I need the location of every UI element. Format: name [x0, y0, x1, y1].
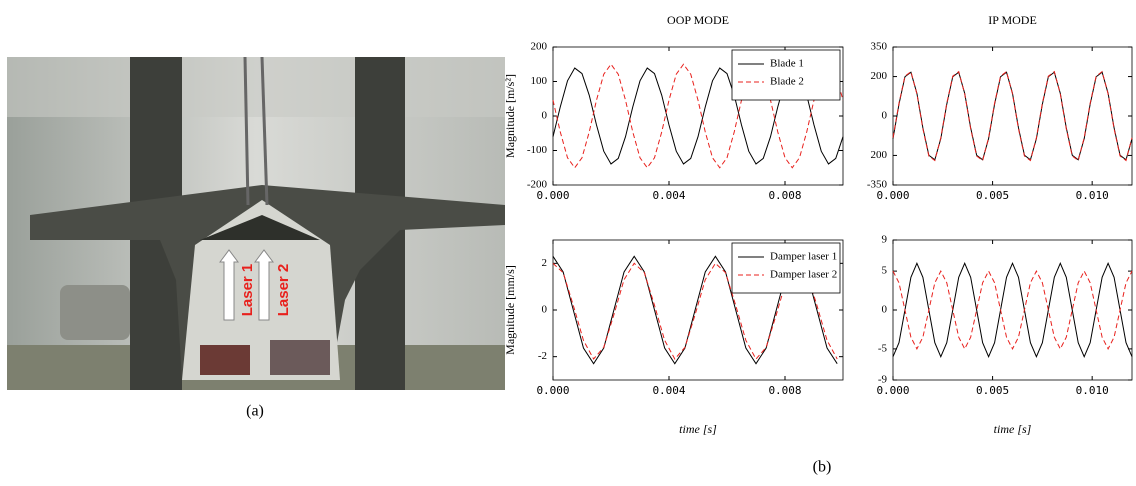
caption: (a)	[246, 403, 264, 420]
y-tick-label: 0	[882, 304, 888, 316]
y-axis-label: Magnitude [mm/s]	[503, 265, 517, 355]
x-tick-label: 0.000	[876, 189, 909, 202]
y-tick-label: 100	[531, 75, 548, 87]
y-axis-label: Magnitude [m/s²]	[503, 74, 517, 158]
legend-label: Damper laser 1	[770, 251, 837, 263]
x-tick-label: 0.005	[976, 384, 1009, 397]
y-tick-label: -5	[878, 342, 888, 354]
y-tick-label: -200	[527, 179, 548, 191]
y-tick-label: -2	[538, 350, 547, 362]
x-tick-label: 0.004	[652, 384, 685, 397]
y-tick-label: 350	[871, 41, 888, 53]
x-tick-label: 0.004	[652, 189, 685, 202]
x-tick-label: 0.000	[536, 189, 569, 202]
y-tick-label: -350	[867, 179, 888, 191]
laser-label: Laser 2	[275, 264, 292, 317]
y-tick-label: 200	[531, 41, 548, 53]
x-tick-label: 0.008	[768, 189, 801, 202]
chart-title: IP MODE	[988, 13, 1037, 27]
y-tick-label: 0	[882, 110, 888, 122]
y-tick-label: 0	[542, 304, 548, 316]
photo: Laser 1 Laser 2	[7, 56, 505, 390]
series-line	[892, 262, 1133, 358]
legend	[731, 242, 841, 294]
y-tick-label: 0	[542, 110, 548, 122]
x-tick-label: 0.000	[876, 384, 909, 397]
y-tick-label: -9	[878, 374, 888, 386]
y-tick-label: 200	[871, 70, 888, 82]
chart-title: OOP MODE	[667, 13, 729, 27]
laser-label: Laser 1	[239, 264, 256, 317]
series-line	[892, 270, 1133, 350]
x-tick-label: 0.000	[536, 384, 569, 397]
y-tick-label: 200	[871, 149, 888, 161]
x-tick-label: 0.008	[768, 384, 801, 397]
caption: (b)	[813, 459, 832, 476]
series-line	[552, 63, 844, 169]
x-tick-label: 0.005	[976, 189, 1009, 202]
y-tick-label: -100	[527, 144, 548, 156]
y-tick-label: 9	[882, 234, 888, 246]
x-tick-label: 0.010	[1076, 189, 1109, 202]
plot-area	[892, 46, 1133, 186]
series-line	[892, 70, 1133, 162]
y-tick-label: 2	[542, 257, 548, 269]
legend-label: Blade 1	[770, 58, 804, 70]
legend-label: Damper laser 2	[770, 269, 837, 281]
x-axis-label: time [s]	[994, 422, 1032, 436]
legend	[731, 49, 841, 101]
x-axis-label: time [s]	[679, 422, 717, 436]
legend-label: Blade 2	[770, 76, 804, 88]
x-tick-label: 0.010	[1076, 384, 1109, 397]
y-tick-label: 5	[882, 265, 888, 277]
